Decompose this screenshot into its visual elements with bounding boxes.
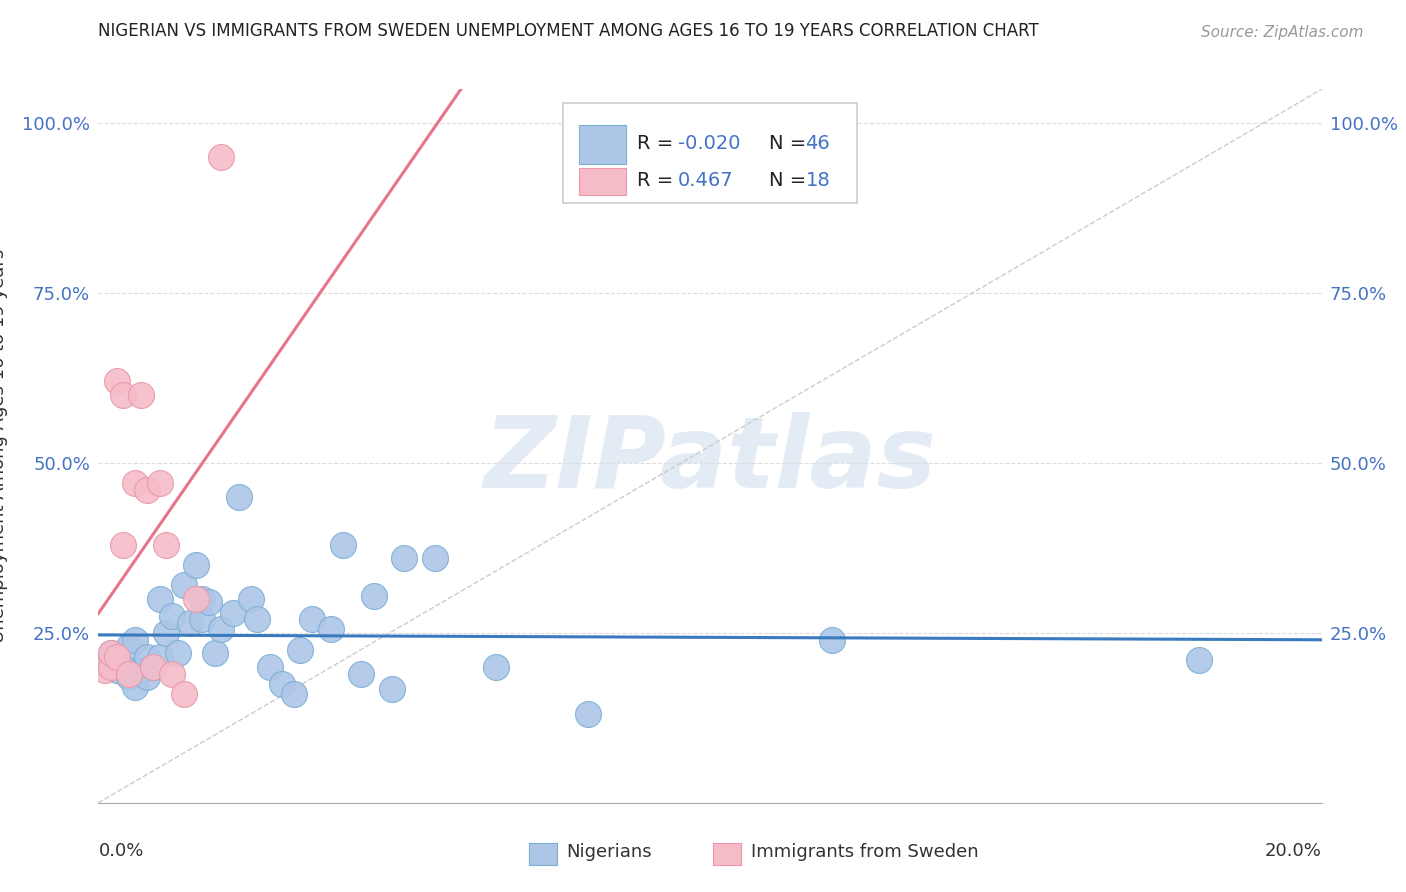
Point [222, 606, 245, 620]
Point [1188, 653, 1211, 667]
Point [129, 388, 152, 402]
Point [129, 663, 152, 677]
Point [332, 537, 354, 551]
Text: 0.0%: 0.0% [98, 842, 143, 860]
Point [105, 663, 128, 677]
Point [259, 660, 281, 674]
Point [149, 476, 172, 491]
Point [191, 591, 214, 606]
Point [350, 666, 373, 681]
Point [93, 657, 115, 671]
Text: Nigerians: Nigerians [567, 843, 652, 861]
Point [118, 640, 141, 654]
Point [290, 643, 312, 657]
Point [111, 537, 134, 551]
Text: 0.467: 0.467 [678, 171, 734, 190]
Point [118, 666, 141, 681]
Point [160, 608, 183, 623]
Point [142, 660, 165, 674]
Point [173, 687, 195, 701]
Text: 46: 46 [806, 134, 830, 153]
Text: Source: ZipAtlas.com: Source: ZipAtlas.com [1201, 25, 1364, 40]
Point [209, 150, 232, 164]
Point [100, 660, 122, 674]
Point [319, 623, 342, 637]
Point [179, 615, 201, 630]
FancyBboxPatch shape [579, 125, 626, 164]
Text: R =: R = [637, 171, 673, 190]
Point [228, 490, 250, 504]
Point [124, 680, 146, 694]
Point [149, 649, 172, 664]
Point [124, 632, 146, 647]
Text: NIGERIAN VS IMMIGRANTS FROM SWEDEN UNEMPLOYMENT AMONG AGES 16 TO 19 YEARS CORREL: NIGERIAN VS IMMIGRANTS FROM SWEDEN UNEMP… [98, 22, 1039, 40]
Point [105, 649, 128, 664]
Point [240, 591, 263, 606]
Text: N =: N = [769, 134, 806, 153]
Text: Immigrants from Sweden: Immigrants from Sweden [751, 843, 979, 861]
Text: N =: N = [769, 171, 806, 190]
Point [155, 626, 177, 640]
Point [100, 646, 122, 660]
Point [204, 646, 226, 660]
Text: -0.020: -0.020 [678, 134, 741, 153]
Point [124, 476, 146, 491]
Point [118, 670, 141, 684]
Point [111, 388, 134, 402]
Point [186, 558, 208, 572]
Point [392, 551, 416, 566]
Point [105, 649, 128, 664]
Point [423, 551, 446, 566]
Point [111, 660, 134, 674]
Text: 20.0%: 20.0% [1265, 842, 1322, 860]
Point [197, 595, 219, 609]
Point [576, 707, 599, 722]
Text: 18: 18 [806, 171, 830, 190]
Point [173, 578, 195, 592]
Point [485, 660, 508, 674]
Y-axis label: Unemployment Among Ages 16 to 19 years: Unemployment Among Ages 16 to 19 years [0, 249, 8, 643]
Point [209, 623, 232, 637]
Point [149, 591, 172, 606]
Point [191, 612, 214, 626]
Point [105, 375, 128, 389]
Text: ZIPatlas: ZIPatlas [484, 412, 936, 508]
Point [363, 589, 385, 603]
Point [283, 687, 305, 701]
Point [93, 663, 115, 677]
Point [270, 677, 292, 691]
Point [821, 632, 844, 647]
Point [100, 646, 122, 660]
Point [155, 537, 177, 551]
Point [136, 649, 159, 664]
Point [167, 646, 190, 660]
Point [160, 666, 183, 681]
Point [301, 612, 323, 626]
Point [246, 612, 269, 626]
Point [136, 670, 159, 684]
Point [142, 660, 165, 674]
FancyBboxPatch shape [564, 103, 856, 203]
FancyBboxPatch shape [579, 168, 626, 194]
Point [136, 483, 159, 498]
Point [381, 681, 404, 696]
Text: R =: R = [637, 134, 673, 153]
Point [186, 591, 208, 606]
